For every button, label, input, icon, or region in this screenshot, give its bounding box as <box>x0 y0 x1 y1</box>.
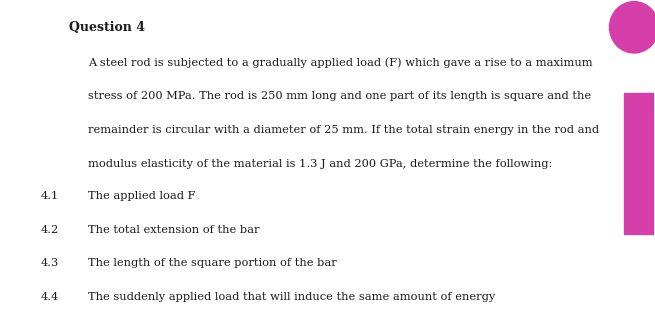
Text: 4.3: 4.3 <box>41 258 59 268</box>
Text: remainder is circular with a diameter of 25 mm. If the total strain energy in th: remainder is circular with a diameter of… <box>88 125 599 135</box>
Text: The total extension of the bar: The total extension of the bar <box>88 225 260 235</box>
Text: The applied load F: The applied load F <box>88 191 196 201</box>
Text: 4.1: 4.1 <box>41 191 59 201</box>
Text: A steel rod is subjected to a gradually applied load (F) which gave a rise to a : A steel rod is subjected to a gradually … <box>88 58 593 68</box>
Text: modulus elasticity of the material is 1.3 J and 200 GPa, determine the following: modulus elasticity of the material is 1.… <box>88 159 553 169</box>
Text: The length of the square portion of the bar: The length of the square portion of the … <box>88 258 337 268</box>
Text: The suddenly applied load that will induce the same amount of energy: The suddenly applied load that will indu… <box>88 292 496 302</box>
Text: Question 4: Question 4 <box>69 21 145 34</box>
Text: 4.2: 4.2 <box>41 225 59 235</box>
Text: stress of 200 MPa. The rod is 250 mm long and one part of its length is square a: stress of 200 MPa. The rod is 250 mm lon… <box>88 91 591 101</box>
Text: 4.4: 4.4 <box>41 292 59 302</box>
